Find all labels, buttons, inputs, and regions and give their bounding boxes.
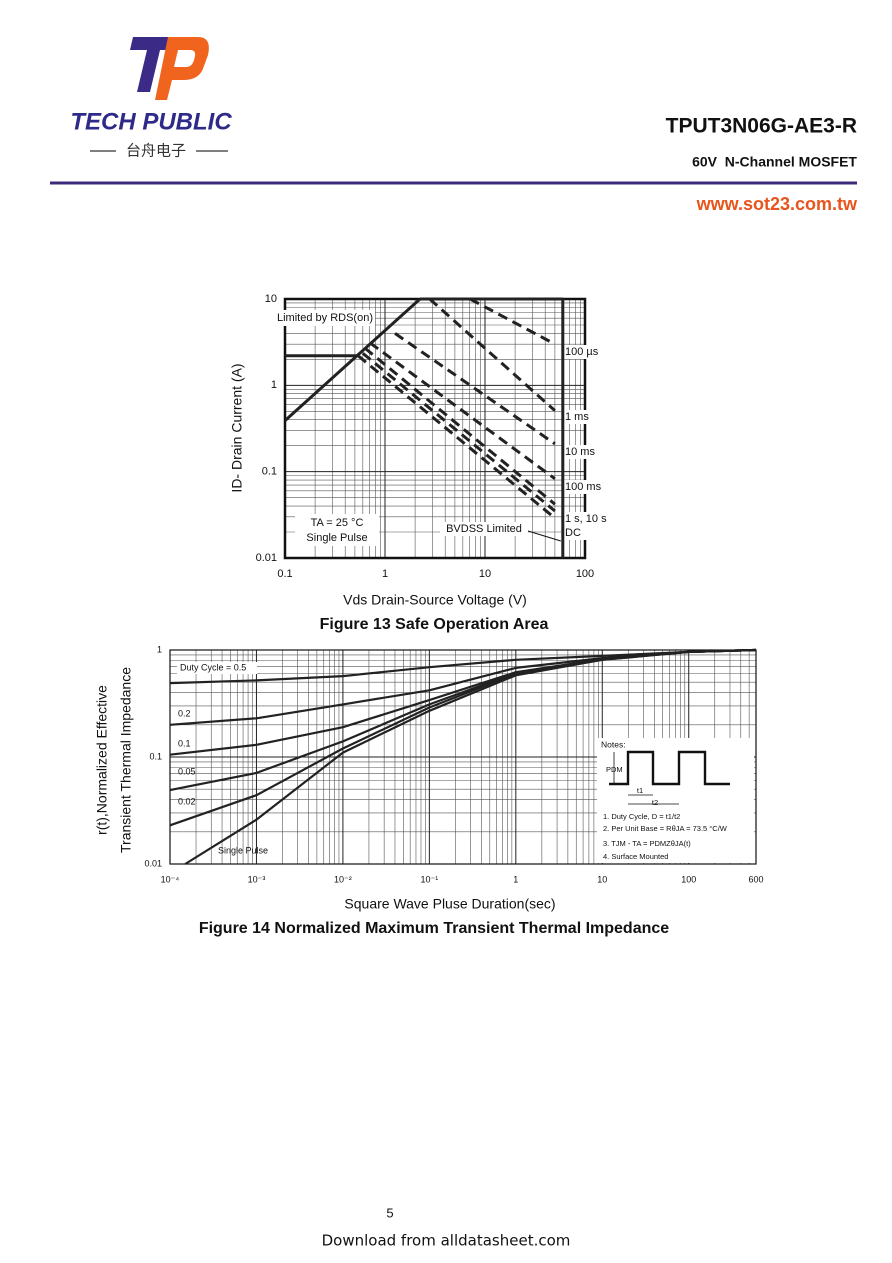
series-label: BVDSS Limited <box>446 523 522 535</box>
footer-note: Download from alldatasheet.com <box>322 1232 571 1250</box>
x-tick-label: 100 <box>681 874 696 884</box>
label-backdrop <box>563 526 613 540</box>
x-tick-label: 10 <box>479 568 491 580</box>
annotation-box <box>295 514 379 546</box>
notes-box <box>597 738 754 863</box>
logo-t <box>130 37 176 92</box>
y-tick-label: 0.1 <box>149 751 162 761</box>
y-tick-label: 1 <box>157 644 162 654</box>
x-tick-label: 1 <box>513 874 518 884</box>
x-tick-label: 10 <box>597 874 607 884</box>
website: www.sot23.com.tw <box>696 194 858 214</box>
dimension-lines <box>613 752 679 805</box>
note-text: t2 <box>652 798 658 807</box>
series-line <box>184 648 757 865</box>
series-label: 0.1 <box>178 738 191 748</box>
note-text: 1. Duty Cycle, D = t1/t2 <box>603 812 680 821</box>
series-label: 100 µs <box>565 346 599 358</box>
logo-subtext: 台舟电子 <box>126 142 186 160</box>
x-tick-label: 0.1 <box>277 568 292 580</box>
series-label: Limited by RDS(on) <box>277 312 373 324</box>
figure-caption: Figure 13 Safe Operation Area <box>320 616 549 633</box>
note-text: t1 <box>637 786 643 795</box>
series-line <box>361 352 556 513</box>
series-label: 0.2 <box>178 708 191 718</box>
note-text: Notes: <box>601 739 626 749</box>
series-line <box>283 297 422 422</box>
series-label: Duty Cycle = 0.5 <box>180 662 246 672</box>
note-text: 4. Surface Mounted <box>603 852 668 861</box>
series-label: Single Pulse <box>218 845 268 855</box>
logo-p <box>155 37 209 100</box>
series-label: DC <box>565 527 581 539</box>
label-backdrop <box>563 345 613 359</box>
label-backdrop <box>177 662 257 674</box>
x-tick-label: 100 <box>576 568 594 580</box>
pulse-waveform <box>609 750 730 786</box>
series-label: 0.05 <box>178 766 196 776</box>
series-line <box>394 332 556 446</box>
y-axis-label: ID- Drain Current (A) <box>229 363 245 492</box>
leader-line <box>527 530 561 542</box>
series-line <box>363 346 556 506</box>
y-tick-label: 1 <box>271 379 277 391</box>
label-backdrop <box>563 480 613 494</box>
series-label: 0.02 <box>178 796 196 806</box>
label-backdrop <box>563 445 613 459</box>
series-label: 1 ms <box>565 411 589 423</box>
series-label: 1 s, 10 s <box>565 513 607 525</box>
y-axis-label: r(t),Normalized Effective <box>94 685 110 835</box>
notes-inset: Notes: PDM t1 t2 1. Duty Cycle, D = t1/t2 2. … <box>597 738 754 863</box>
part-description: 60V N-Channel MOSFET <box>692 154 857 170</box>
label-backdrop <box>563 410 613 424</box>
chart: 10⁻⁴ 10⁻³ 10⁻² 10⁻¹ 1 10 100 600 0.01 0.1 1 Duty Cy… <box>144 644 763 884</box>
note-text: PDM <box>606 765 623 774</box>
series-line <box>369 341 556 480</box>
label-backdrop <box>563 512 613 526</box>
series-line <box>357 354 556 520</box>
series-line <box>469 297 556 346</box>
annotation: TA = 25 °C <box>311 517 364 529</box>
part-number: TPUT3N06G-AE3-R <box>666 115 857 138</box>
label-backdrop <box>275 310 375 326</box>
y-tick-label: 0.01 <box>144 858 162 868</box>
series-label: 10 ms <box>565 446 595 458</box>
label-backdrop <box>440 522 528 536</box>
annotation: Single Pulse <box>306 532 367 544</box>
logo-text: TECH PUBLIC <box>70 108 232 135</box>
plot-frame <box>169 649 757 865</box>
x-tick-label: 10⁻³ <box>248 874 266 884</box>
y-tick-label: 10 <box>265 293 277 305</box>
series-line <box>428 297 556 412</box>
x-tick-label: 10⁻² <box>334 874 352 884</box>
x-axis-label: Vds Drain-Source Voltage (V) <box>343 592 527 608</box>
series-label: 100 ms <box>565 481 602 493</box>
y-tick-label: 0.01 <box>256 552 277 564</box>
page-number: 5 <box>386 1205 393 1220</box>
series-line <box>169 648 757 726</box>
x-tick-label: 1 <box>382 568 388 580</box>
note-text: 2. Per Unit Base = RθJA = 73.5 °C/W <box>603 824 728 833</box>
note-text: 3. TJM - TA = PDMZθJA(t) <box>603 839 691 848</box>
x-tick-label: 10⁻⁴ <box>161 874 180 884</box>
x-tick-label: 10⁻¹ <box>420 874 438 884</box>
logo: TECH PUBLIC 台舟电子 <box>70 37 232 160</box>
y-tick-label: 0.1 <box>262 466 277 478</box>
x-axis-label: Square Wave Pluse Duration(sec) <box>344 896 555 912</box>
x-tick-label: 600 <box>748 874 763 884</box>
y-axis-label: Transient Thermal Impedance <box>118 667 134 853</box>
figure-caption: Figure 14 Normalized Maximum Transient T… <box>199 920 669 937</box>
